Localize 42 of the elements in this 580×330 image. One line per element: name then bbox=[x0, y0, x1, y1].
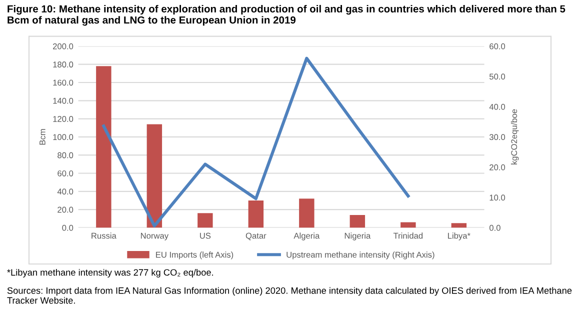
source-note: Sources: Import data from IEA Natural Gas Information (online) 2020. Methane intensity data calculated by OIES derived from IEA Methane Tracker Website. bbox=[7, 287, 572, 304]
y-axis-title: Bcm bbox=[40, 129, 46, 145]
y-tick-label: 200.0 bbox=[53, 43, 74, 50]
y2-axis-title: kgCO2equ/boe bbox=[510, 109, 519, 164]
bar bbox=[451, 223, 467, 228]
chart-title: Figure 10: Methane intensity of exploration and production of oil and gas in countries which delivered more than 5 Bcm of natural gas and LNG to the European Union in 2019 bbox=[8, 4, 566, 26]
bar bbox=[146, 124, 162, 228]
y2-tick-label: 40.0 bbox=[489, 104, 506, 110]
y-tick-label: 40.0 bbox=[57, 188, 74, 194]
bar bbox=[299, 198, 314, 228]
legend-label: Upstream methane intensity (Right Axis) bbox=[286, 252, 434, 260]
text: *Libyan methane intensity was 277 kg CO₂ eq/boe. bbox=[7, 268, 213, 278]
y2-tick-label: 50.0 bbox=[489, 74, 506, 80]
x-tick-label: Trinidad bbox=[393, 232, 423, 239]
y2-tick-label: 0.0 bbox=[489, 224, 500, 231]
y-tick-label: 140.0 bbox=[53, 98, 74, 104]
bar bbox=[248, 200, 264, 228]
x-tick-label: US bbox=[200, 232, 211, 239]
y-tick-label: 120.0 bbox=[53, 116, 74, 122]
legend-label: EU Imports (left Axis) bbox=[156, 252, 234, 260]
x-tick-label: Qatar bbox=[246, 232, 266, 240]
bar bbox=[96, 66, 112, 228]
y-tick-label: 160.0 bbox=[53, 80, 74, 86]
x-tick-label: Algeria bbox=[294, 232, 320, 240]
y-tick-label: 180.0 bbox=[53, 62, 74, 68]
x-tick-label: Nigeria bbox=[344, 232, 371, 240]
x-tick-label: Russia bbox=[92, 232, 116, 239]
y2-tick-label: 10.0 bbox=[490, 194, 506, 201]
bar bbox=[198, 213, 213, 228]
x-tick-label: Libya* bbox=[448, 232, 470, 240]
y2-tick-label: 20.0 bbox=[490, 164, 506, 170]
line-series bbox=[102, 56, 410, 228]
y-tick-label: 20.0 bbox=[58, 206, 74, 213]
y-tick-label: 0.0 bbox=[62, 224, 74, 231]
y-tick-label: 60.0 bbox=[58, 170, 74, 176]
bar bbox=[350, 214, 366, 228]
y2-tick-label: 60.0 bbox=[490, 43, 506, 50]
y-tick-label: 80.0 bbox=[58, 152, 74, 158]
bar bbox=[400, 222, 416, 228]
y2-tick-label: 30.0 bbox=[489, 134, 506, 140]
x-tick-label: Norway bbox=[140, 232, 169, 240]
y-tick-label: 100.0 bbox=[53, 134, 74, 140]
